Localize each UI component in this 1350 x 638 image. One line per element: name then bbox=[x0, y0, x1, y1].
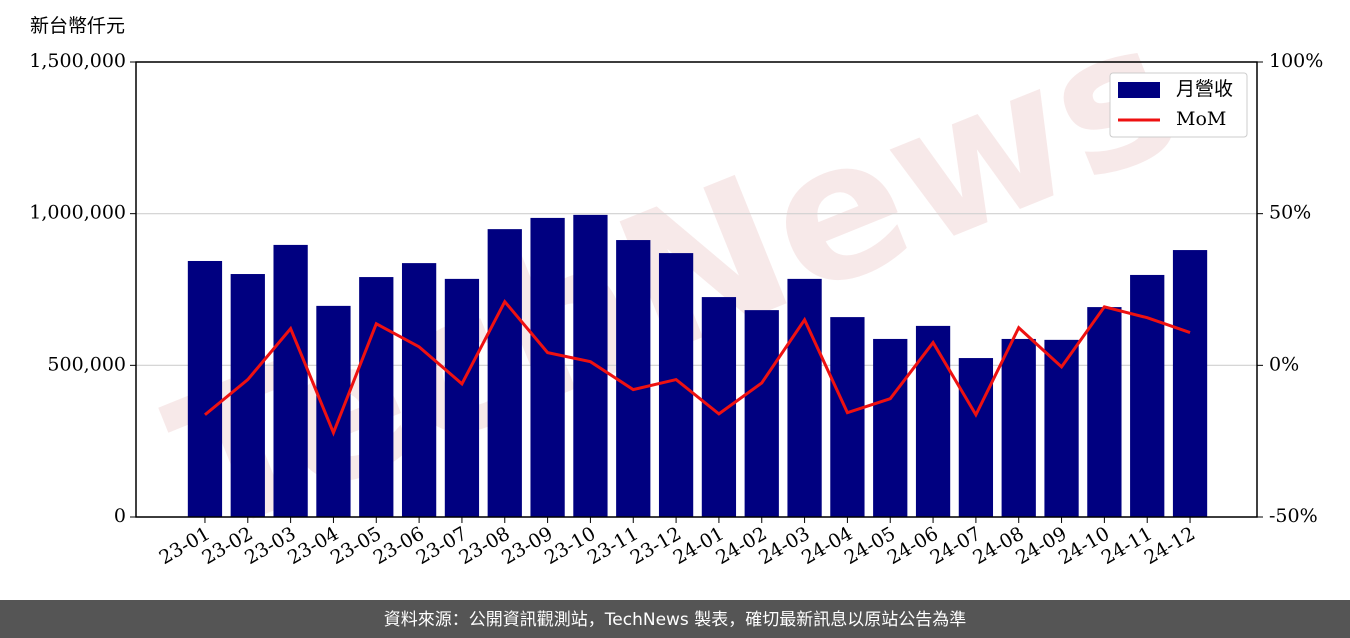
legend-label: 月營收 bbox=[1176, 78, 1233, 100]
plot-frame bbox=[135, 61, 1258, 518]
bar bbox=[915, 325, 951, 517]
bar bbox=[530, 217, 565, 517]
bar bbox=[187, 260, 223, 517]
y-tick-label: 0 bbox=[114, 505, 126, 527]
bar bbox=[958, 358, 994, 517]
bar bbox=[873, 338, 908, 517]
bar bbox=[1172, 250, 1208, 518]
footer-bar bbox=[0, 600, 1350, 638]
bar bbox=[230, 274, 265, 517]
y2-tick-label: 100% bbox=[1269, 50, 1323, 72]
bar bbox=[273, 244, 308, 517]
bar bbox=[444, 278, 480, 517]
x-tick-label: 24-12 bbox=[1141, 523, 1199, 569]
line bbox=[204, 298, 1191, 437]
y-tick-label: 1,500,000 bbox=[29, 50, 126, 72]
source-note: 資料來源：公開資訊觀測站，TechNews 製表，確切最新訊息以原站公告為準 bbox=[384, 610, 966, 630]
bar bbox=[616, 240, 651, 517]
legend-label: MoM bbox=[1176, 108, 1226, 130]
bar bbox=[1130, 274, 1165, 517]
bar bbox=[1044, 339, 1079, 517]
bar bbox=[787, 278, 822, 517]
y2-tick-label: -50% bbox=[1269, 505, 1318, 527]
bar bbox=[316, 305, 351, 517]
bar bbox=[1001, 338, 1036, 517]
y2-tick-label: 0% bbox=[1269, 353, 1299, 375]
bar bbox=[1087, 307, 1122, 517]
bar bbox=[573, 214, 608, 517]
y-tick-label: 1,000,000 bbox=[29, 202, 126, 224]
bar bbox=[401, 263, 437, 517]
y-tick-label: 500,000 bbox=[47, 353, 126, 375]
bar bbox=[744, 310, 779, 517]
legend-swatch bbox=[1118, 82, 1160, 98]
bar bbox=[487, 229, 522, 518]
bar bbox=[658, 253, 694, 517]
y-axis-label: 新台幣仟元 bbox=[30, 15, 125, 37]
bar bbox=[830, 317, 865, 517]
y2-tick-label: 50% bbox=[1269, 202, 1311, 224]
bar bbox=[359, 277, 394, 517]
